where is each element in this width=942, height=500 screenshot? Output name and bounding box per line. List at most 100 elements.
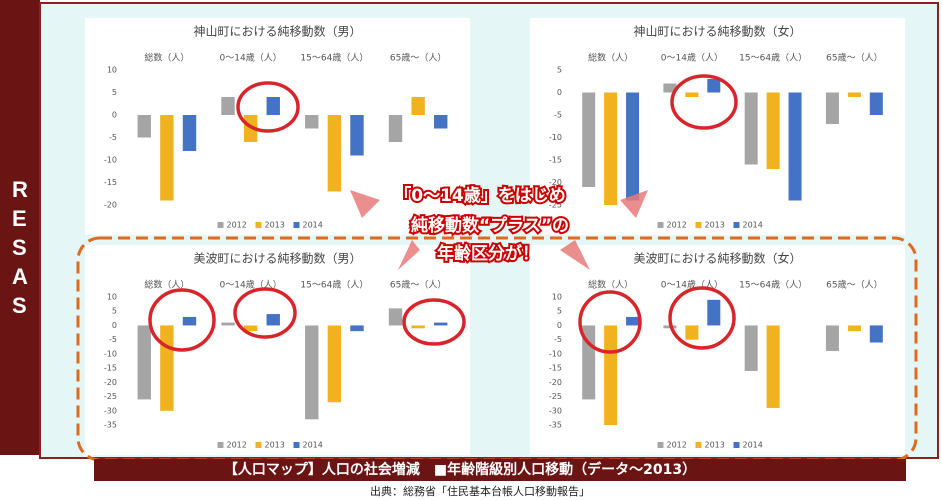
banner-bg xyxy=(94,459,906,481)
y-tick-label: -25 xyxy=(104,392,117,401)
bar xyxy=(137,325,151,400)
category-label: 65歳～（人） xyxy=(826,52,882,64)
bar xyxy=(388,115,403,142)
legend-label: 2012 xyxy=(227,221,247,230)
callout-line: 純移動数“プラス”の xyxy=(411,215,569,236)
y-tick-label: -10 xyxy=(104,349,117,358)
callout-line: 「0～14歳」をはじめ xyxy=(394,185,566,206)
y-tick-label: 0 xyxy=(557,88,562,97)
source: 出典：総務省「住民基本台帳人口移動報告」 xyxy=(370,484,590,498)
bar xyxy=(411,97,425,115)
bar xyxy=(411,325,425,329)
callout-line: 年齢区分が！ xyxy=(437,243,539,264)
y-tick-label: -35 xyxy=(104,421,117,430)
y-tick-label: -20 xyxy=(549,178,562,187)
y-tick-label: 5 xyxy=(112,307,117,316)
y-tick-label: -5 xyxy=(554,111,562,120)
legend-swatch xyxy=(293,222,300,228)
category-label: 65歳～（人） xyxy=(390,52,446,64)
side-bar: RESAS xyxy=(0,0,40,455)
y-tick-label: 0 xyxy=(112,321,117,330)
y-tick-label: 5 xyxy=(557,307,562,316)
y-tick-label: -20 xyxy=(104,378,117,387)
bar xyxy=(685,325,699,340)
y-tick-label: 10 xyxy=(552,293,562,302)
y-tick-label: -30 xyxy=(549,406,562,415)
bar xyxy=(825,92,839,124)
chart-title: 神山町における純移動数（男） xyxy=(193,24,361,39)
legend-label: 2013 xyxy=(265,441,285,450)
bar xyxy=(243,325,258,332)
bar xyxy=(869,92,883,115)
legend-label: 2012 xyxy=(227,441,247,450)
category-label: 15～64歳（人） xyxy=(300,279,368,291)
category-label: 総数（人） xyxy=(588,279,633,291)
y-tick-label: -15 xyxy=(549,156,562,165)
bar xyxy=(744,325,758,371)
legend-swatch xyxy=(255,442,262,448)
bar xyxy=(744,92,758,165)
banner: 【人口マップ】人口の社会増減 ■年齢階級別人口移動（データ～2013） xyxy=(224,461,696,478)
bar xyxy=(221,322,235,326)
legend-swatch xyxy=(217,442,224,448)
bar xyxy=(604,92,618,205)
y-tick-label: 5 xyxy=(112,88,117,97)
legend-swatch xyxy=(255,222,262,228)
bar xyxy=(869,325,883,343)
y-tick-label: -15 xyxy=(549,364,562,373)
bar xyxy=(160,115,174,201)
legend-label: 2012 xyxy=(667,441,687,450)
category-label: 0～14歳（人） xyxy=(220,52,282,64)
y-tick-label: -10 xyxy=(549,349,562,358)
category-label: 65歳～（人） xyxy=(826,279,882,291)
category-label: 65歳～（人） xyxy=(390,279,446,291)
legend-swatch xyxy=(217,222,224,228)
chart-title: 美波町における純移動数（女） xyxy=(633,251,801,266)
bar xyxy=(707,299,721,326)
bar xyxy=(221,97,235,115)
legend-label: 2014 xyxy=(743,441,763,450)
y-tick-label: -35 xyxy=(549,421,562,430)
legend-label: 2014 xyxy=(303,441,323,450)
y-tick-label: -30 xyxy=(104,406,117,415)
bar xyxy=(626,316,640,326)
y-tick-label: -25 xyxy=(549,392,562,401)
bar xyxy=(350,115,364,156)
y-tick-label: -5 xyxy=(554,335,562,344)
bar xyxy=(766,92,780,169)
legend-label: 2013 xyxy=(705,441,725,450)
legend-label: 2013 xyxy=(265,221,285,230)
bar xyxy=(825,325,839,352)
bar xyxy=(160,325,174,411)
bar xyxy=(327,325,342,403)
legend-label: 2014 xyxy=(303,221,323,230)
legend-swatch xyxy=(695,442,702,448)
bar xyxy=(305,325,319,420)
legend-swatch xyxy=(695,222,702,228)
bar xyxy=(626,92,640,201)
y-tick-label: 10 xyxy=(107,293,117,302)
bar xyxy=(182,316,197,326)
highlight-circles xyxy=(148,74,738,354)
legend-swatch xyxy=(293,442,300,448)
legend-label: 2013 xyxy=(705,221,725,230)
category-label: 総数（人） xyxy=(588,52,633,64)
bar xyxy=(788,92,802,201)
category-label: 15～64歳（人） xyxy=(739,52,807,64)
highlight-frame xyxy=(76,236,918,462)
bar xyxy=(137,115,151,138)
bar xyxy=(182,115,197,151)
bar xyxy=(766,325,780,408)
category-label: 15～64歳（人） xyxy=(300,52,368,64)
y-tick-label: 0 xyxy=(112,111,117,120)
legend-swatch xyxy=(657,442,664,448)
bar xyxy=(685,92,699,97)
legend-swatch xyxy=(733,442,740,448)
bar xyxy=(604,325,618,425)
bar xyxy=(266,314,280,326)
bar xyxy=(663,83,677,93)
category-label: 総数（人） xyxy=(144,279,189,291)
y-tick-label: 5 xyxy=(557,66,562,75)
